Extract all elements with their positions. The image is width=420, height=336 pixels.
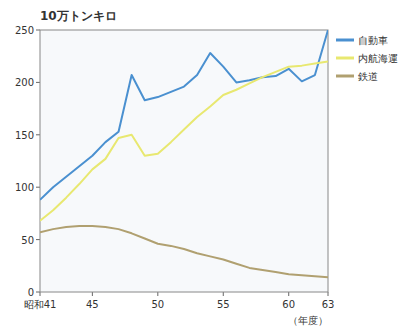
legend-label: 自動車 bbox=[358, 35, 388, 46]
x-tick bbox=[40, 292, 41, 296]
series-line bbox=[40, 61, 328, 220]
y-tick bbox=[36, 292, 40, 293]
x-tick bbox=[157, 292, 158, 296]
plot-frame bbox=[40, 30, 328, 292]
x-tick bbox=[288, 292, 289, 296]
y-tick bbox=[36, 187, 40, 188]
y-tick-label: 50 bbox=[21, 235, 34, 246]
x-tick-label: 63 bbox=[322, 299, 335, 310]
y-tick-label: 0 bbox=[28, 287, 34, 298]
legend-label: 内航海運 bbox=[358, 53, 398, 64]
legend: 自動車内航海運鉄道 bbox=[336, 35, 398, 82]
legend-swatch bbox=[336, 57, 354, 60]
legend-label: 鉄道 bbox=[358, 71, 378, 82]
series-line bbox=[40, 30, 328, 200]
x-tick-label: 45 bbox=[86, 299, 99, 310]
y-tick-label: 150 bbox=[15, 130, 34, 141]
x-tick-label: 60 bbox=[282, 299, 295, 310]
title: 10万トンキロ bbox=[40, 9, 117, 23]
plot-background bbox=[40, 30, 328, 292]
series-line bbox=[40, 226, 328, 277]
x-tick-label: 昭和41 bbox=[24, 299, 57, 310]
y-tick-label: 250 bbox=[15, 25, 34, 36]
series-group bbox=[40, 30, 328, 277]
x-tick bbox=[223, 292, 224, 296]
y-tick bbox=[36, 239, 40, 240]
y-tick bbox=[36, 134, 40, 135]
y-tick-label: 100 bbox=[15, 182, 34, 193]
x-tick-label: 50 bbox=[151, 299, 164, 310]
x-tick bbox=[328, 292, 329, 296]
x-tick-label: 55 bbox=[217, 299, 230, 310]
legend-swatch bbox=[336, 39, 354, 42]
chart: 0 50 100 150 200 250 昭和41 45 50 55 60 63 10万トンキロ （年度）… bbox=[0, 0, 420, 336]
x-axis-label: （年度） bbox=[288, 315, 328, 326]
y-tick bbox=[36, 82, 40, 83]
y-tick bbox=[36, 30, 40, 31]
legend-swatch bbox=[336, 75, 354, 78]
y-tick-label: 200 bbox=[15, 77, 34, 88]
x-tick bbox=[92, 292, 93, 296]
